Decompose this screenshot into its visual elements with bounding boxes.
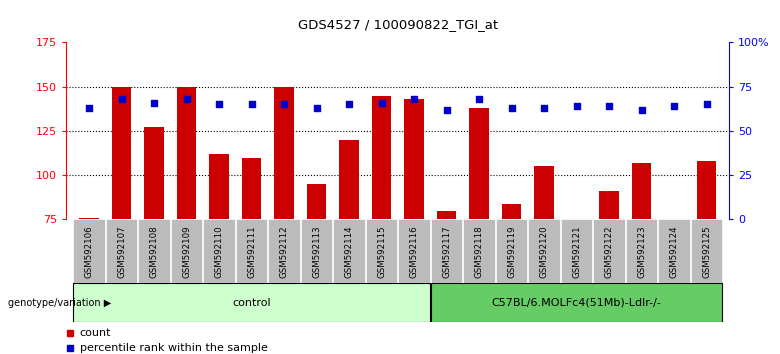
Point (148, 100, 161, 105)
Point (180, 96, 193, 102)
Point (213, 102, 225, 107)
Point (538, 105, 551, 111)
Text: GSM592116: GSM592116 (410, 225, 419, 278)
Bar (502, 204, 521, 219)
Text: GSM592113: GSM592113 (312, 225, 321, 278)
Bar (106, 219, 137, 283)
Bar (242, 158, 261, 219)
Bar (144, 127, 164, 219)
Bar (594, 219, 625, 283)
Bar (496, 219, 527, 283)
Text: genotype/variation ▶: genotype/variation ▶ (8, 298, 111, 308)
Text: count: count (80, 328, 111, 338)
Text: GSM592109: GSM592109 (182, 225, 191, 278)
Bar (334, 219, 365, 283)
Bar (561, 219, 592, 283)
Text: GSM592124: GSM592124 (669, 225, 679, 278)
Bar (470, 108, 489, 219)
Text: percentile rank within the sample: percentile rank within the sample (80, 343, 268, 353)
Bar (112, 87, 131, 219)
Text: GSM592111: GSM592111 (247, 225, 256, 278)
Text: GSM592106: GSM592106 (84, 225, 94, 278)
Text: GSM592123: GSM592123 (637, 225, 646, 278)
Point (603, 103, 615, 109)
Point (246, 102, 258, 107)
Bar (404, 99, 424, 219)
Bar (691, 219, 722, 283)
Point (310, 105, 323, 111)
Text: GSM592121: GSM592121 (572, 225, 581, 278)
Bar (80, 218, 99, 219)
Point (375, 100, 388, 105)
Point (700, 102, 713, 107)
Point (83, 105, 95, 111)
Text: GSM592117: GSM592117 (442, 225, 451, 278)
Bar (632, 163, 651, 219)
Point (636, 107, 648, 113)
Bar (209, 154, 229, 219)
Bar (697, 161, 716, 219)
Bar (268, 219, 300, 283)
Bar (437, 211, 456, 219)
Bar (599, 191, 619, 219)
Point (278, 102, 290, 107)
Bar (529, 219, 560, 283)
Point (408, 96, 420, 102)
Bar (431, 219, 463, 283)
Point (570, 103, 583, 109)
Bar (139, 219, 170, 283)
Text: control: control (232, 298, 271, 308)
Point (473, 96, 485, 102)
Text: GSM592118: GSM592118 (474, 225, 484, 278)
Text: GSM592108: GSM592108 (150, 225, 158, 278)
Text: GSM592125: GSM592125 (702, 225, 711, 278)
Text: GSM592122: GSM592122 (604, 225, 614, 278)
Bar (307, 184, 326, 219)
Bar (73, 219, 105, 283)
Bar (236, 219, 267, 283)
Bar (372, 96, 392, 219)
Bar (177, 87, 197, 219)
Bar (431, 283, 722, 322)
Bar (626, 219, 658, 283)
Bar (275, 87, 294, 219)
Text: GSM592107: GSM592107 (117, 225, 126, 278)
Bar (73, 283, 430, 322)
Point (505, 105, 518, 111)
Bar (567, 219, 587, 237)
Bar (204, 219, 235, 283)
Text: GDS4527 / 100090822_TGI_at: GDS4527 / 100090822_TGI_at (298, 18, 498, 31)
Bar (463, 219, 495, 283)
Bar (399, 219, 430, 283)
Bar (665, 219, 684, 237)
Text: GSM592120: GSM592120 (540, 225, 548, 278)
Point (668, 103, 680, 109)
Bar (366, 219, 397, 283)
Text: GSM592112: GSM592112 (279, 225, 289, 278)
Bar (171, 219, 202, 283)
Bar (658, 219, 690, 283)
Text: C57BL/6.MOLFc4(51Mb)-Ldlr-/-: C57BL/6.MOLFc4(51Mb)-Ldlr-/- (491, 298, 661, 308)
Text: GSM592110: GSM592110 (215, 225, 224, 278)
Point (343, 102, 356, 107)
Point (441, 107, 453, 113)
Bar (534, 166, 554, 219)
Point (115, 96, 128, 102)
Text: GSM592119: GSM592119 (507, 225, 516, 278)
Bar (339, 140, 359, 219)
Text: GSM592114: GSM592114 (345, 225, 353, 278)
Bar (301, 219, 332, 283)
Text: GSM592115: GSM592115 (377, 225, 386, 278)
